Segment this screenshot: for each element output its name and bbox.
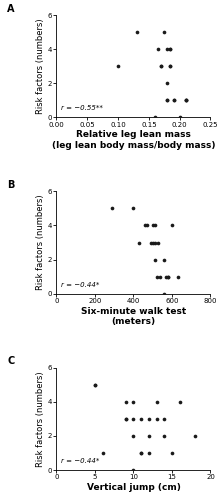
Point — [169, 62, 172, 70]
Point — [178, 114, 181, 122]
Point — [163, 28, 166, 36]
Text: r = −0.55**: r = −0.55** — [61, 106, 103, 112]
Text: r = −0.44*: r = −0.44* — [61, 282, 99, 288]
X-axis label: Relative leg lean mass
(leg lean body mass/body mass): Relative leg lean mass (leg lean body ma… — [52, 130, 215, 150]
Text: B: B — [7, 180, 15, 190]
Y-axis label: Risk factors (numbers): Risk factors (numbers) — [36, 194, 45, 290]
Point — [135, 28, 138, 36]
Point — [138, 238, 141, 246]
Y-axis label: Risk factors (numbers): Risk factors (numbers) — [36, 18, 45, 114]
Point — [155, 272, 158, 280]
Text: A: A — [7, 4, 15, 14]
Point — [166, 272, 170, 280]
Point — [153, 222, 156, 230]
Point — [139, 449, 143, 457]
Y-axis label: Risk factors (numbers): Risk factors (numbers) — [36, 371, 45, 466]
Point — [132, 204, 135, 212]
Point — [184, 96, 187, 104]
Point — [170, 222, 174, 230]
Point — [163, 415, 166, 423]
Point — [166, 45, 169, 53]
Point — [153, 114, 157, 122]
Point — [93, 380, 97, 388]
Point — [169, 45, 172, 53]
Text: r = −0.44*: r = −0.44* — [61, 458, 99, 464]
Point — [124, 415, 128, 423]
Text: C: C — [7, 356, 14, 366]
Point — [184, 96, 187, 104]
Point — [110, 204, 114, 212]
Point — [178, 398, 181, 406]
Point — [169, 62, 172, 70]
Point — [139, 415, 143, 423]
Point — [170, 449, 174, 457]
Point — [145, 222, 149, 230]
Point — [124, 398, 128, 406]
Point — [157, 238, 160, 246]
Point — [132, 466, 135, 474]
Point — [163, 432, 166, 440]
Point — [163, 256, 166, 264]
Point — [132, 432, 135, 440]
Point — [153, 238, 156, 246]
Point — [132, 398, 135, 406]
Point — [184, 96, 187, 104]
Point — [176, 272, 179, 280]
Point — [166, 96, 169, 104]
X-axis label: Vertical jump (cm): Vertical jump (cm) — [87, 483, 180, 492]
Point — [143, 222, 147, 230]
Point — [166, 96, 169, 104]
Point — [147, 432, 151, 440]
Point — [151, 222, 155, 230]
Point — [147, 415, 151, 423]
Point — [159, 62, 163, 70]
Point — [93, 380, 97, 388]
Point — [101, 449, 104, 457]
Point — [149, 238, 153, 246]
Point — [193, 432, 197, 440]
Point — [169, 45, 172, 53]
Point — [163, 290, 166, 298]
Point — [139, 449, 143, 457]
Point — [155, 415, 158, 423]
Point — [159, 62, 163, 70]
Point — [159, 272, 162, 280]
Point — [116, 62, 120, 70]
Point — [156, 45, 160, 53]
Point — [151, 238, 155, 246]
Point — [153, 256, 156, 264]
Point — [155, 398, 158, 406]
Point — [172, 96, 175, 104]
Point — [147, 449, 151, 457]
Point — [164, 272, 168, 280]
Point — [166, 80, 169, 88]
X-axis label: Six-minute walk test
(meters): Six-minute walk test (meters) — [81, 306, 186, 326]
Point — [172, 96, 175, 104]
Point — [132, 415, 135, 423]
Point — [166, 272, 170, 280]
Point — [124, 415, 128, 423]
